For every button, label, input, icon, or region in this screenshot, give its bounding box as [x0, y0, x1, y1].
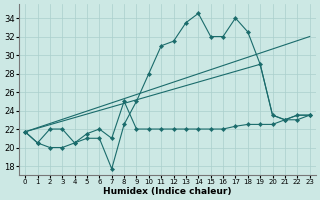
X-axis label: Humidex (Indice chaleur): Humidex (Indice chaleur)	[103, 187, 232, 196]
